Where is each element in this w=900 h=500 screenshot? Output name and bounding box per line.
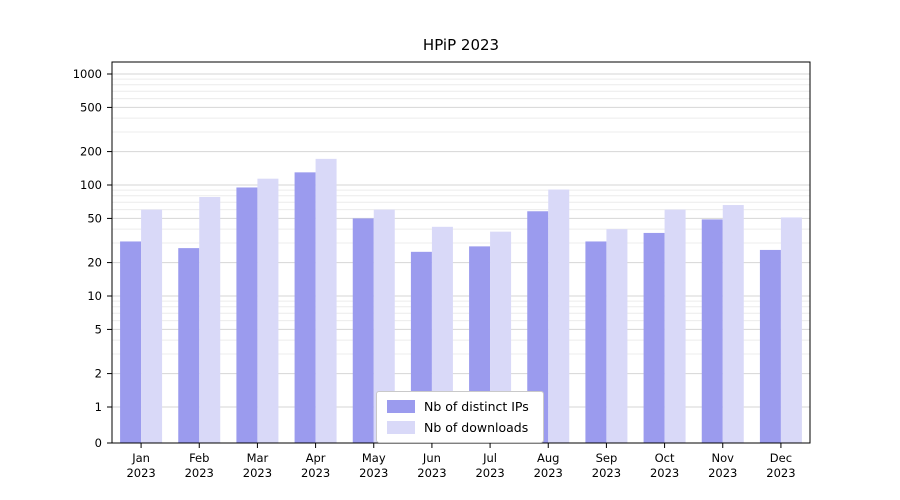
legend-item-downloads: Nb of downloads <box>387 420 533 435</box>
y-tick-label: 500 <box>80 100 102 114</box>
bar-distinct-ips-aug <box>527 211 549 443</box>
y-tick-label: 50 <box>87 211 102 225</box>
bar-distinct-ips-nov <box>701 219 723 443</box>
bar-downloads-jun <box>431 226 453 443</box>
y-tick-label: 1 <box>95 400 102 414</box>
y-tick-label: 10 <box>87 289 102 303</box>
y-tick-label: 100 <box>80 178 102 192</box>
x-tick-label-month: Jul <box>482 451 497 465</box>
y-tick-label: 5 <box>95 322 102 336</box>
y-tick-label: 1000 <box>73 67 102 81</box>
plot-border <box>111 61 811 444</box>
legend-swatch-downloads <box>387 421 415 434</box>
y-tick-label: 2 <box>95 367 102 381</box>
y-tick-label: 0 <box>95 436 102 450</box>
legend-item-distinct-ips: Nb of distinct IPs <box>387 399 533 414</box>
x-tick-label-year: 2023 <box>126 466 155 480</box>
x-tick-label-year: 2023 <box>592 466 621 480</box>
bar-downloads-may <box>373 209 395 443</box>
x-tick-label-month: Feb <box>189 451 209 465</box>
x-tick-label-year: 2023 <box>708 466 737 480</box>
legend-label-distinct-ips: Nb of distinct IPs <box>424 399 529 414</box>
bar-downloads-nov <box>722 205 744 443</box>
x-tick-label-year: 2023 <box>650 466 679 480</box>
x-tick-label-year: 2023 <box>534 466 563 480</box>
y-tick-label: 20 <box>87 256 102 270</box>
x-tick-label-month: May <box>362 451 386 465</box>
x-tick-label-year: 2023 <box>243 466 272 480</box>
x-tick-label-month: Jan <box>131 451 150 465</box>
x-tick-label-month: Dec <box>770 451 792 465</box>
x-tick-label-year: 2023 <box>766 466 795 480</box>
chart-title: HPiP 2023 <box>422 36 500 54</box>
bar-distinct-ips-apr <box>294 172 316 443</box>
y-tick-label: 200 <box>80 145 102 159</box>
x-tick-label-year: 2023 <box>301 466 330 480</box>
bar-downloads-feb <box>199 196 221 443</box>
x-tick-label-month: Apr <box>306 451 326 465</box>
bar-distinct-ips-may <box>352 218 374 443</box>
legend-swatch-distinct-ips <box>387 400 415 413</box>
x-tick-label-month: Sep <box>596 451 618 465</box>
x-tick-label-month: Aug <box>537 451 559 465</box>
x-tick-label-month: Jun <box>422 451 441 465</box>
bar-downloads-aug <box>548 189 570 443</box>
bar-distinct-ips-oct <box>643 232 665 443</box>
x-tick-label-month: Nov <box>712 451 735 465</box>
bar-distinct-ips-mar <box>236 187 258 443</box>
x-tick-label-year: 2023 <box>359 466 388 480</box>
bar-downloads-dec <box>780 217 802 443</box>
x-tick-label-year: 2023 <box>417 466 446 480</box>
bar-distinct-ips-sep <box>585 241 607 443</box>
bar-downloads-apr <box>315 158 337 444</box>
x-tick-label-month: Oct <box>655 451 675 465</box>
x-tick-label-year: 2023 <box>185 466 214 480</box>
bar-downloads-jan <box>141 209 163 443</box>
legend-label-downloads: Nb of downloads <box>424 420 529 435</box>
bar-downloads-mar <box>257 178 279 443</box>
bar-downloads-sep <box>606 229 628 443</box>
x-tick-label-month: Mar <box>247 451 269 465</box>
x-tick-label-year: 2023 <box>475 466 504 480</box>
bar-distinct-ips-feb <box>178 248 200 443</box>
bar-distinct-ips-jan <box>120 241 142 443</box>
legend: Nb of distinct IPs Nb of downloads <box>376 391 544 443</box>
bar-downloads-oct <box>664 209 686 443</box>
bar-distinct-ips-dec <box>759 249 781 443</box>
bar-downloads-jul <box>490 231 512 443</box>
